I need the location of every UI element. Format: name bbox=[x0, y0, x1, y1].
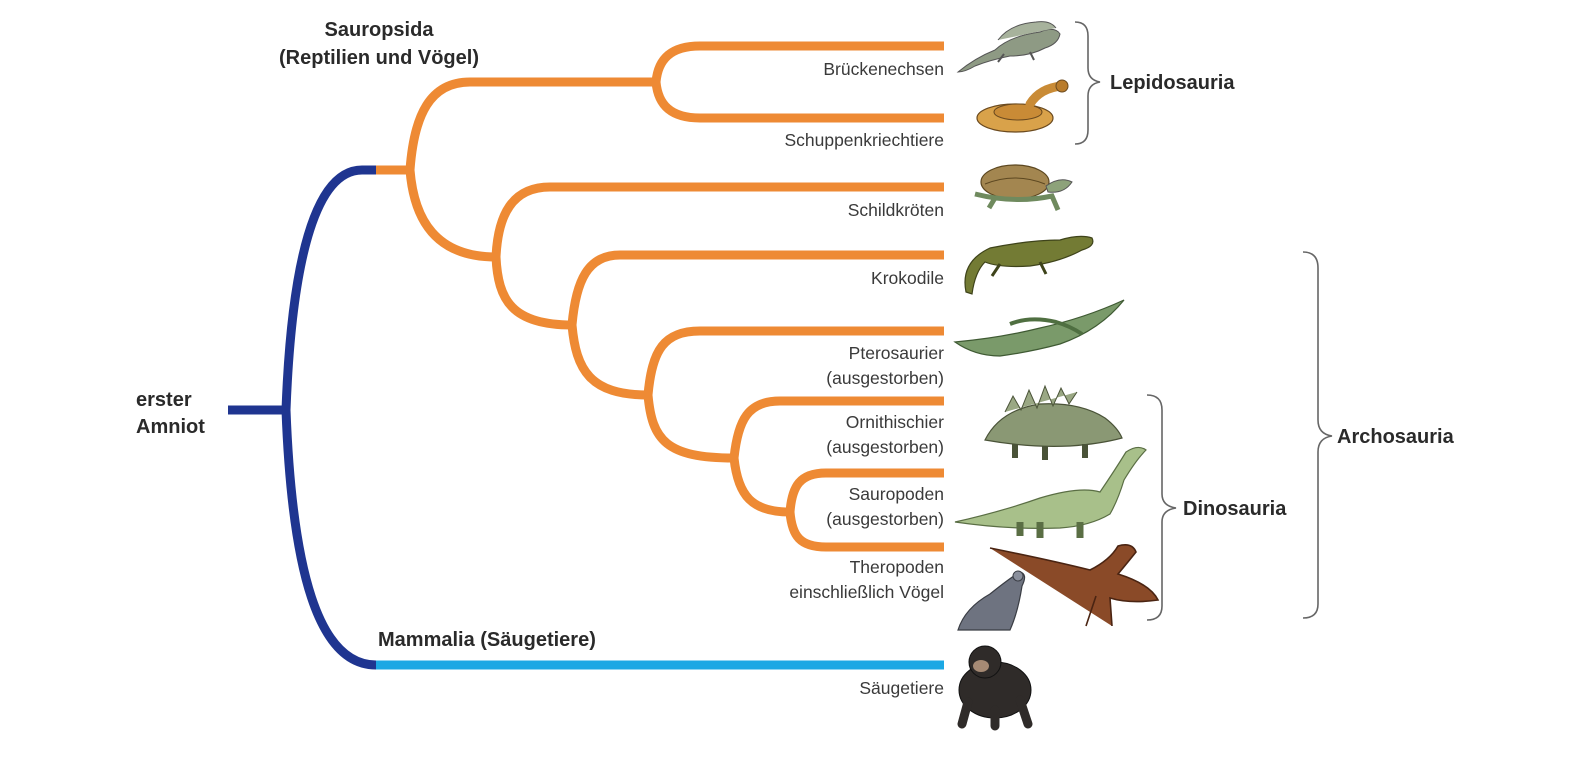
sauropsida-branch bbox=[376, 77, 497, 262]
archosauria-label: Archosauria bbox=[1337, 426, 1455, 448]
leaf-label-theropoden: Theropoden bbox=[850, 557, 944, 577]
leaf-label-schildkroeten: Schildkröten bbox=[848, 200, 944, 220]
saurischia-branch bbox=[785, 468, 944, 552]
dinosauria-label: Dinosauria bbox=[1183, 498, 1287, 520]
pigeon-and-theropod-icon bbox=[957, 544, 1160, 631]
tuatara-icon bbox=[956, 21, 1061, 73]
leaf-label-sauropoden: Sauropoden bbox=[849, 484, 944, 504]
leaf-label-pterosaurier: Pterosaurier bbox=[849, 343, 944, 363]
sauropsida-title: Sauropsida bbox=[325, 19, 435, 41]
chimpanzee-icon bbox=[957, 645, 1033, 731]
snake-icon bbox=[976, 79, 1069, 133]
stegosaurus-icon bbox=[984, 384, 1123, 460]
dinosauria-branch bbox=[729, 396, 944, 517]
pterosaur-icon bbox=[953, 299, 1125, 357]
leaf-label-pterosaurier-note: (ausgestorben) bbox=[826, 368, 944, 388]
lepidosauria-label: Lepidosauria bbox=[1110, 72, 1235, 94]
lepidosauria-brace bbox=[1074, 21, 1101, 145]
sauropod-icon bbox=[954, 446, 1147, 538]
leaf-label-krokodile: Krokodile bbox=[871, 268, 944, 288]
root-label-line1: erster bbox=[136, 389, 192, 411]
amniote-root-branch bbox=[228, 165, 377, 670]
leaf-labels: Brückenechsen Schuppenkriechtiere Schild… bbox=[784, 59, 944, 698]
sauropsida-subtitle: (Reptilien und Vögel) bbox=[279, 47, 479, 69]
root-label-line2: Amniot bbox=[136, 416, 205, 438]
dinosauria-brace bbox=[1146, 394, 1177, 621]
tree-branches bbox=[228, 41, 944, 670]
crocodile-icon bbox=[964, 235, 1094, 295]
turtle-archosaur-branch bbox=[491, 182, 944, 330]
ornithodira-branch bbox=[643, 326, 944, 463]
leaf-label-schuppenkriechtiere: Schuppenkriechtiere bbox=[784, 130, 944, 150]
turtle-icon bbox=[974, 164, 1073, 211]
archosauria-branch bbox=[567, 250, 944, 400]
lepidosauria-branch bbox=[470, 41, 944, 123]
leaf-label-sauropoden-note: (ausgestorben) bbox=[826, 509, 944, 529]
leaf-label-theropoden-note: einschließlich Vögel bbox=[789, 582, 944, 602]
leaf-label-ornithischier-note: (ausgestorben) bbox=[826, 437, 944, 457]
leaf-label-brueckenechsen: Brückenechsen bbox=[823, 59, 944, 79]
leaf-label-saeugetiere: Säugetiere bbox=[859, 678, 944, 698]
archosauria-brace bbox=[1302, 251, 1333, 619]
leaf-label-ornithischier: Ornithischier bbox=[846, 412, 944, 432]
mammalia-label: Mammalia (Säugetiere) bbox=[378, 629, 596, 651]
